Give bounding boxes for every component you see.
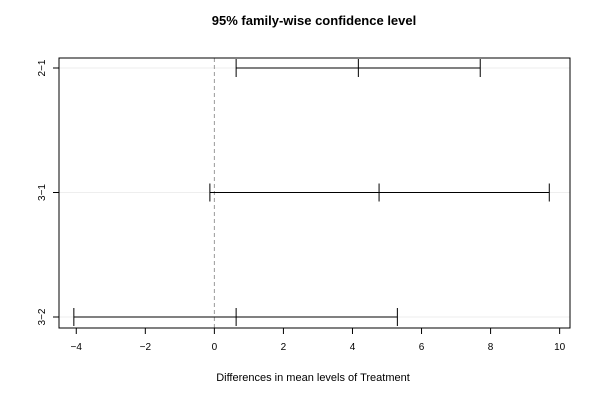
y-tick-label: 2−1 [37, 59, 48, 76]
x-tick-label: 10 [554, 342, 566, 353]
x-tick-label: 4 [350, 342, 356, 353]
x-tick-label: 6 [419, 342, 425, 353]
x-tick-label: −2 [140, 342, 152, 353]
ci-3 [73, 308, 398, 326]
y-tick-label: 3−1 [37, 184, 48, 201]
ci-1 [235, 59, 481, 77]
x-tick-label: 2 [281, 342, 287, 353]
y-tick-label: 3−2 [37, 308, 48, 325]
x-tick-label: 0 [212, 342, 218, 353]
confidence-intervals [73, 59, 550, 326]
x-axis-label: Differences in mean levels of Treatment [216, 372, 410, 384]
x-axis: −4 −2 0 2 4 6 8 10 [71, 327, 566, 353]
x-tick-label: 8 [488, 342, 494, 353]
chart-title: 95% family-wise confidence level [212, 13, 416, 28]
ci-2 [209, 183, 550, 202]
x-tick-label: −4 [71, 342, 83, 353]
y-axis: 2−1 3−1 3−2 [37, 59, 59, 325]
